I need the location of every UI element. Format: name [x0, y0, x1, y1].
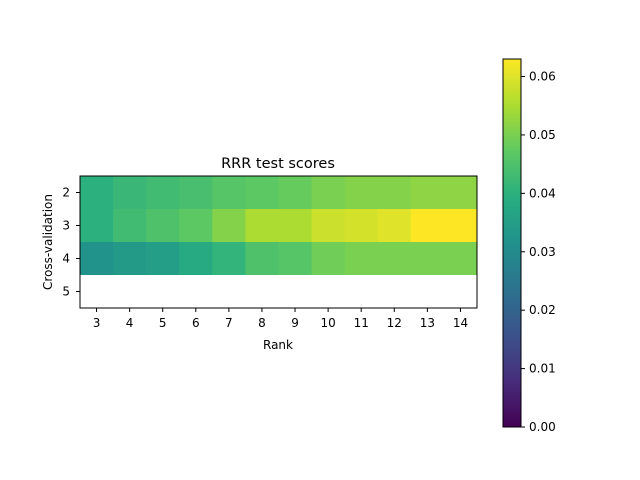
heatmap-cell — [80, 209, 114, 243]
y-tick-label: 3 — [62, 219, 70, 233]
heatmap-cell — [212, 209, 246, 243]
heatmap-cell — [377, 275, 412, 309]
heatmap-cell — [80, 275, 114, 309]
heatmap-cell — [278, 209, 313, 243]
heatmap-cell — [344, 209, 379, 243]
heatmap-cell — [212, 176, 246, 210]
colorbar-tick-label: 0.05 — [529, 128, 556, 142]
heatmap-cell — [410, 176, 445, 210]
heatmap-cell — [245, 242, 279, 276]
heatmap-cell — [245, 275, 279, 309]
heatmap-cell — [113, 275, 147, 309]
heatmap-cell — [377, 242, 412, 276]
heatmap-cell — [179, 242, 213, 276]
heatmap-cell — [311, 275, 346, 309]
x-tick-label: 5 — [159, 316, 167, 330]
chart-title: RRR test scores — [221, 156, 335, 172]
x-tick-label: 7 — [225, 316, 233, 330]
heatmap-cell — [113, 176, 147, 210]
heatmap-cell — [80, 242, 114, 276]
heatmap-cell — [344, 176, 379, 210]
heatmap-cell — [443, 242, 478, 276]
y-tick-label: 2 — [62, 186, 70, 200]
heatmap-cell — [311, 209, 346, 243]
colorbar-tick-label: 0.04 — [529, 186, 556, 200]
heatmap-cell — [113, 209, 147, 243]
y-tick-label: 4 — [62, 252, 70, 266]
heatmap-cell — [146, 275, 180, 309]
heatmap-cell — [113, 242, 147, 276]
x-tick-label: 4 — [126, 316, 134, 330]
heatmap-cell — [410, 242, 445, 276]
colorbar-tick-label: 0.03 — [529, 245, 556, 259]
heatmap-cell — [146, 242, 180, 276]
heatmap-cell — [311, 176, 346, 210]
heatmap-cell — [344, 242, 379, 276]
heatmap-cell — [245, 209, 279, 243]
heatmap-cell — [179, 209, 213, 243]
y-axis-label: Cross-validation — [41, 194, 55, 290]
y-axis-ticks: 2 3 4 5 — [62, 186, 80, 299]
heatmap-cell — [212, 275, 246, 309]
x-tick-label: 9 — [291, 316, 299, 330]
x-tick-label: 6 — [192, 316, 200, 330]
heatmap-cell — [377, 209, 412, 243]
heatmap-cell — [80, 176, 114, 210]
x-tick-label: 8 — [258, 316, 266, 330]
plot-frame — [79, 175, 478, 309]
x-tick-label: 12 — [387, 316, 402, 330]
colorbar-tick-label: 0.06 — [529, 70, 556, 84]
x-axis-ticks: 3 4 5 6 7 8 9 10 11 12 13 14 — [93, 308, 468, 330]
heatmap-cell — [146, 209, 180, 243]
heatmap-cell — [278, 275, 313, 309]
x-tick-label: 3 — [93, 316, 101, 330]
heatmap-cell — [377, 176, 412, 210]
heatmap-cell — [443, 176, 478, 210]
heatmap-plot — [80, 176, 478, 309]
colorbar-tick-label: 0.00 — [529, 420, 556, 434]
y-tick-label: 5 — [62, 285, 70, 299]
heatmap-cell — [443, 275, 478, 309]
heatmap-cell — [146, 176, 180, 210]
heatmap-cell — [344, 275, 379, 309]
colorbar-tick-label: 0.01 — [529, 362, 556, 376]
heatmap-cell — [410, 275, 445, 309]
x-tick-label: 11 — [354, 316, 369, 330]
heatmap-cell — [443, 209, 478, 243]
colorbar-tick-label: 0.02 — [529, 303, 556, 317]
heatmap-cell — [179, 275, 213, 309]
heatmap-cell — [278, 242, 313, 276]
heatmap-cell — [311, 242, 346, 276]
x-axis-label: Rank — [263, 338, 293, 352]
heatmap-cell — [179, 176, 213, 210]
colorbar — [502, 58, 522, 428]
heatmap-cell — [410, 209, 445, 243]
heatmap-cell — [245, 176, 279, 210]
x-tick-label: 13 — [420, 316, 435, 330]
x-tick-label: 10 — [320, 316, 335, 330]
heatmap-cell — [212, 242, 246, 276]
colorbar-ticks: 0.00 0.01 0.02 0.03 0.04 0.05 0.06 — [521, 70, 556, 434]
x-tick-label: 14 — [453, 316, 468, 330]
heatmap-cell — [278, 176, 313, 210]
